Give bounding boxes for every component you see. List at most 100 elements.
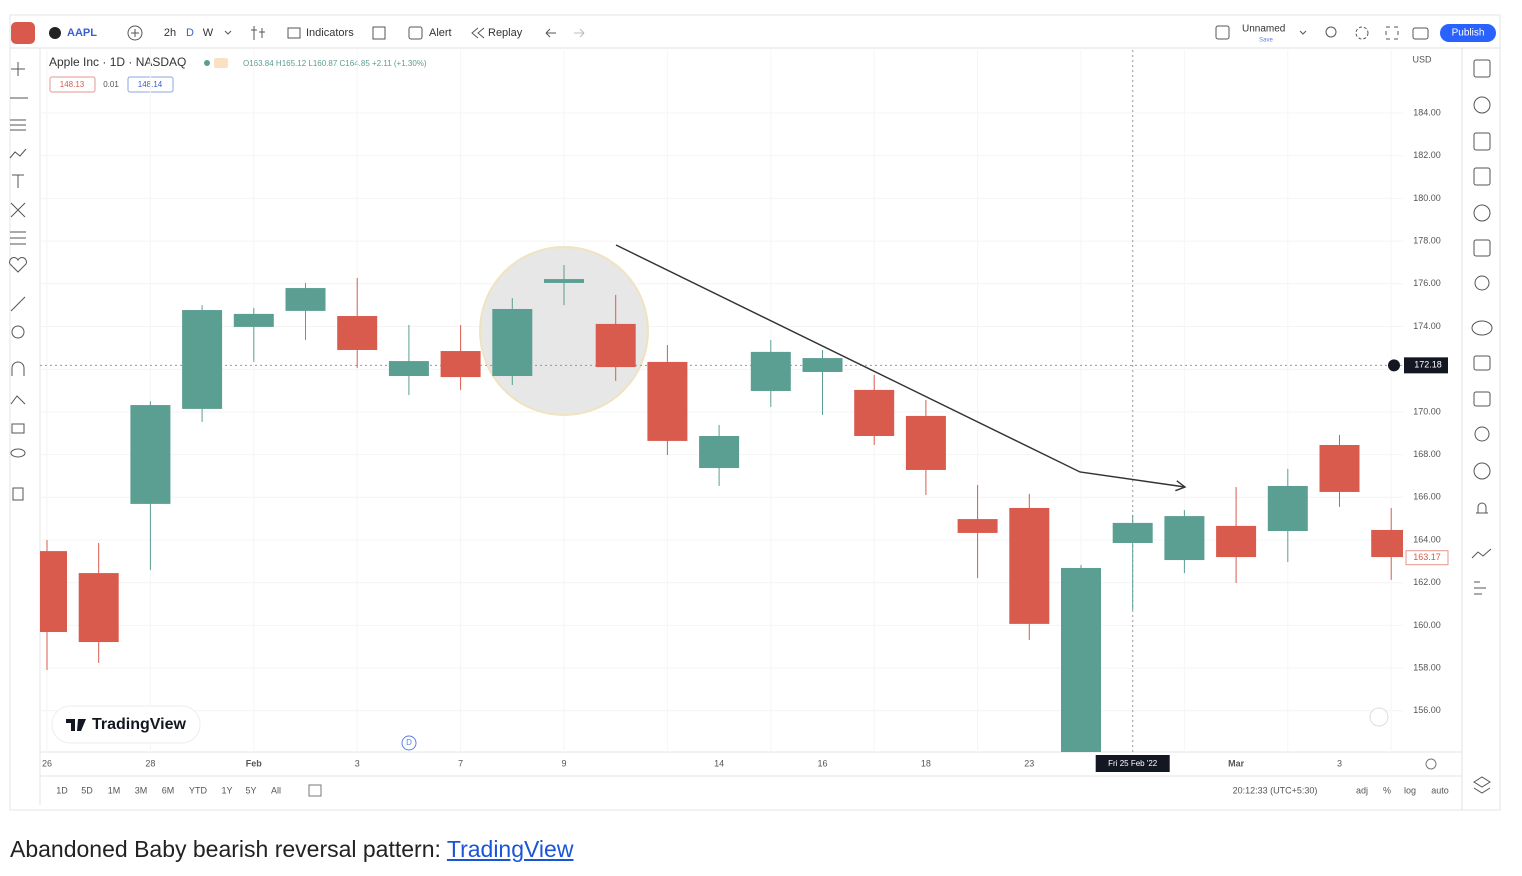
signals-button[interactable] bbox=[1474, 426, 1490, 442]
goto-date-button[interactable] bbox=[308, 784, 322, 797]
market-status-dot bbox=[204, 60, 210, 66]
candle-body bbox=[130, 405, 171, 504]
sell-button[interactable] bbox=[49, 76, 96, 93]
range-button[interactable]: 3M bbox=[135, 785, 148, 795]
y-tick-label: 180.00 bbox=[1413, 193, 1441, 203]
drawing-toolbar bbox=[9, 62, 28, 501]
y-tick-label: 162.00 bbox=[1413, 577, 1441, 587]
y-tick-label: 174.00 bbox=[1413, 321, 1441, 331]
notifications-button[interactable] bbox=[1476, 502, 1488, 514]
scale-options: adj% log auto bbox=[1356, 785, 1449, 795]
watchlist-button[interactable] bbox=[1473, 59, 1491, 78]
alerts-button[interactable] bbox=[1473, 96, 1491, 114]
broadcast-button[interactable] bbox=[1473, 462, 1491, 480]
dom-button[interactable] bbox=[1474, 581, 1486, 595]
chats-button[interactable] bbox=[1471, 320, 1493, 336]
ruler-tool[interactable] bbox=[10, 296, 26, 312]
candle-body bbox=[1267, 485, 1308, 532]
chart-type-icon[interactable] bbox=[251, 26, 265, 40]
pattern-tool[interactable] bbox=[9, 148, 27, 159]
axis-settings[interactable] bbox=[1425, 758, 1437, 770]
undo-button[interactable] bbox=[545, 28, 556, 38]
magnet-tool[interactable] bbox=[11, 361, 25, 376]
fib-tool[interactable] bbox=[10, 119, 26, 131]
x-tick-label: Fri 25 Feb '22 bbox=[1108, 759, 1158, 768]
settings-button[interactable] bbox=[1355, 26, 1369, 40]
calendar-button[interactable] bbox=[1473, 204, 1491, 222]
lock-tool[interactable] bbox=[11, 423, 25, 434]
candle-body bbox=[492, 308, 533, 377]
trading-button[interactable] bbox=[1471, 548, 1492, 559]
caption-text: Abandoned Baby bearish reversal pattern: bbox=[10, 836, 447, 862]
add-symbol-button[interactable] bbox=[127, 25, 143, 41]
scroll-to-realtime[interactable] bbox=[1369, 707, 1389, 727]
x-tick-label: 3 bbox=[355, 758, 360, 768]
icons-tool[interactable] bbox=[9, 257, 27, 273]
range-button[interactable]: 5Y bbox=[245, 785, 256, 795]
data-window-button[interactable] bbox=[1473, 132, 1491, 151]
hide-tool[interactable] bbox=[10, 448, 26, 458]
clock: 20:12:33 (UTC+5:30) bbox=[1233, 785, 1318, 795]
interval-menu[interactable] bbox=[224, 30, 232, 35]
scale-option[interactable]: % bbox=[1383, 785, 1391, 795]
text-tool[interactable] bbox=[12, 174, 24, 188]
zoom-tool[interactable] bbox=[11, 325, 25, 339]
search-button[interactable] bbox=[1325, 26, 1337, 38]
publish-button[interactable] bbox=[1440, 24, 1496, 42]
interval-button[interactable]: D bbox=[186, 27, 194, 39]
caption-link[interactable]: TradingView bbox=[446, 836, 574, 862]
symbol[interactable]: AAPL bbox=[67, 27, 97, 39]
crosshair-tool[interactable] bbox=[11, 62, 25, 76]
scale-option[interactable]: adj bbox=[1356, 785, 1368, 795]
y-tick-label: 176.00 bbox=[1413, 278, 1441, 288]
x-tick-label: 14 bbox=[714, 758, 724, 768]
currency-label[interactable]: USD bbox=[1412, 54, 1432, 64]
user-avatar[interactable] bbox=[11, 22, 35, 44]
layout-name[interactable]: Unnamed bbox=[1242, 24, 1285, 35]
interval-button[interactable]: 2h bbox=[164, 27, 176, 39]
range-button[interactable]: All bbox=[271, 785, 281, 795]
streams-button[interactable] bbox=[1474, 275, 1490, 291]
snapshot-button[interactable] bbox=[1412, 27, 1429, 40]
alert-button[interactable]: Alert bbox=[429, 27, 452, 39]
y-tick-label: 182.00 bbox=[1413, 150, 1441, 160]
dividend-marker[interactable] bbox=[401, 735, 417, 751]
interval-button[interactable]: W bbox=[203, 27, 214, 39]
crosshair-add-button[interactable] bbox=[1388, 359, 1400, 372]
candle-body bbox=[750, 351, 791, 391]
range-buttons: 1D 5D 1M 3M 6M YTD 1Y 5Y All bbox=[56, 785, 281, 795]
redo-button[interactable] bbox=[574, 28, 585, 38]
range-button[interactable]: 6M bbox=[162, 785, 175, 795]
scale-option[interactable]: log bbox=[1404, 785, 1416, 795]
forecast-tool[interactable] bbox=[10, 231, 26, 245]
y-tick-label: 178.00 bbox=[1413, 235, 1441, 245]
range-button[interactable]: 1D bbox=[56, 785, 68, 795]
candle-body bbox=[285, 288, 326, 311]
range-button[interactable]: YTD bbox=[189, 785, 208, 795]
scale-option[interactable]: auto bbox=[1431, 785, 1449, 795]
replay-button[interactable]: Replay bbox=[488, 27, 523, 39]
x-tick-label: 28 bbox=[145, 758, 155, 768]
notes-button[interactable] bbox=[1473, 391, 1491, 407]
layout-menu[interactable] bbox=[1299, 30, 1307, 35]
range-button[interactable]: 1Y bbox=[221, 785, 232, 795]
y-tick-label: 158.00 bbox=[1413, 662, 1441, 672]
remove-tool[interactable] bbox=[12, 487, 24, 501]
fullscreen-button[interactable] bbox=[1385, 26, 1399, 40]
range-button[interactable]: 5D bbox=[81, 785, 93, 795]
candle-body bbox=[1009, 507, 1050, 624]
crosshair-price-box bbox=[1404, 357, 1448, 374]
indicators-button[interactable]: Indicators bbox=[306, 27, 354, 39]
measure-tool[interactable] bbox=[10, 202, 26, 218]
interval-group: 2h D W bbox=[164, 27, 232, 39]
range-button[interactable]: 1M bbox=[108, 785, 121, 795]
hotlist-button[interactable] bbox=[1473, 167, 1491, 186]
watermark-badge bbox=[51, 705, 201, 744]
stay-drawing-tool[interactable] bbox=[10, 395, 26, 405]
templates-icon[interactable] bbox=[372, 26, 386, 40]
candle-body bbox=[544, 279, 584, 283]
news-button[interactable] bbox=[1473, 355, 1491, 371]
layers-button[interactable] bbox=[1473, 776, 1491, 794]
ideas-button[interactable] bbox=[1473, 239, 1491, 257]
